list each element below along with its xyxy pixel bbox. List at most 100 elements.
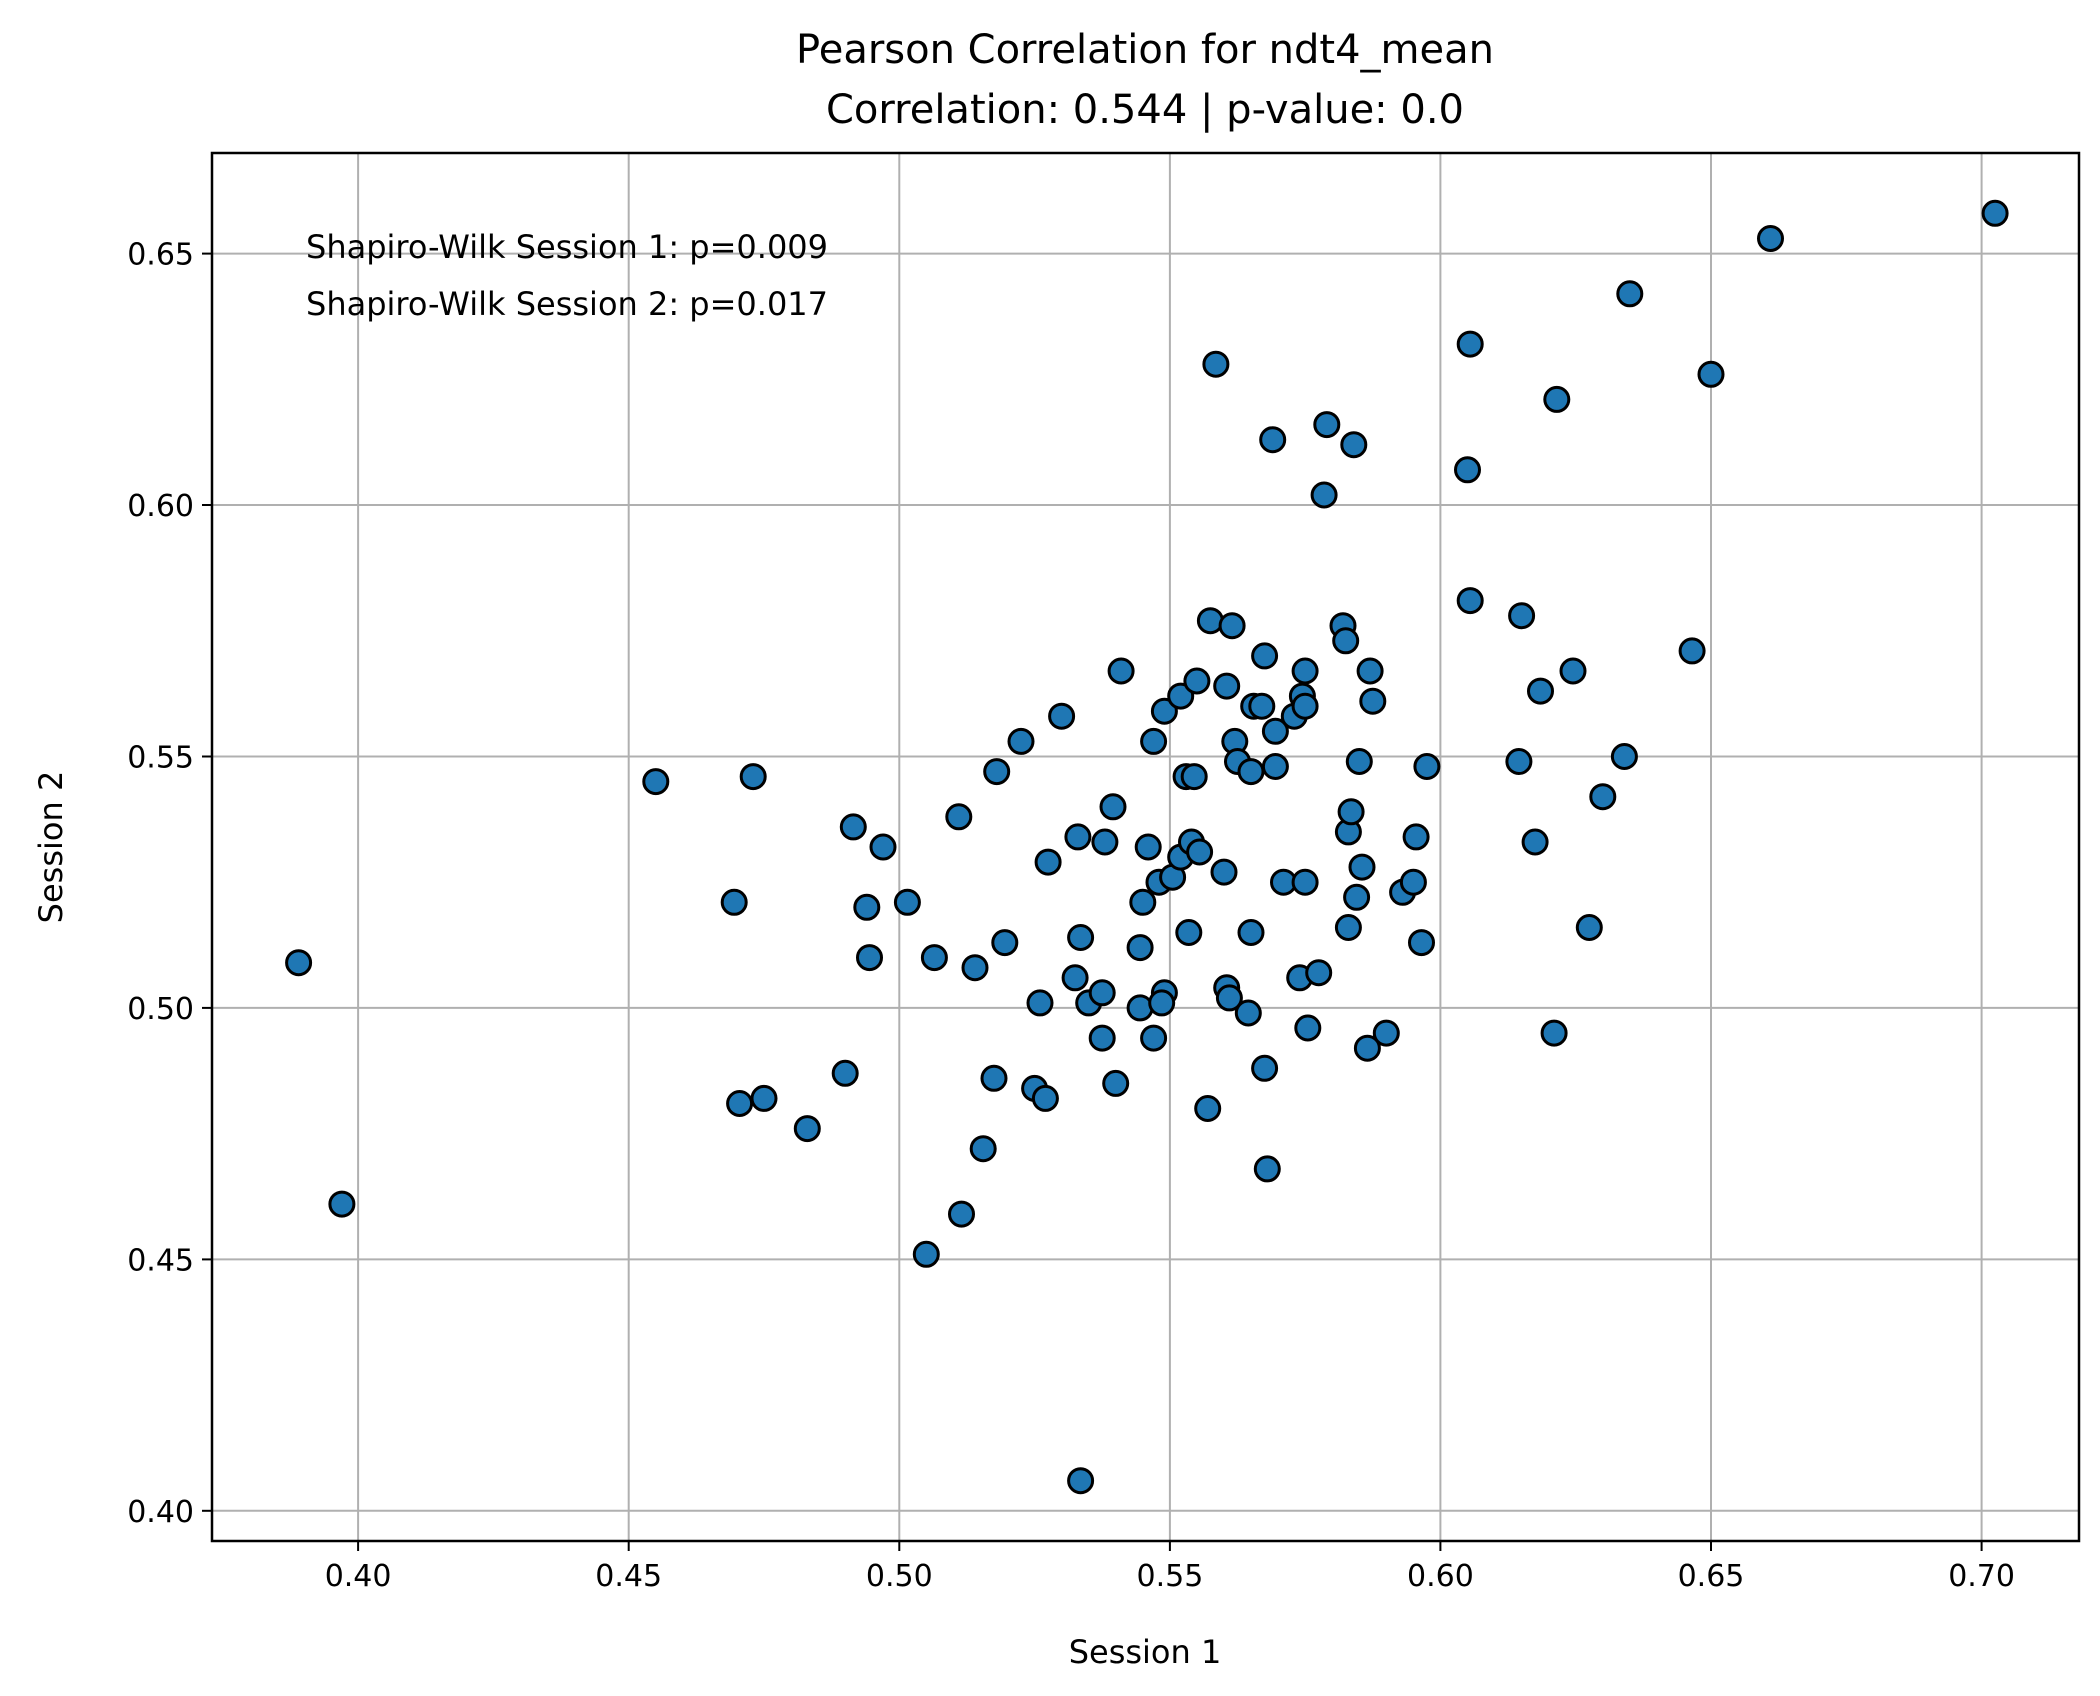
scatter-point — [1353, 1034, 1381, 1062]
scatter-point — [1064, 823, 1092, 851]
scatter-point — [1175, 919, 1203, 946]
scatter-point — [1294, 1014, 1322, 1042]
scatter-point — [1048, 702, 1076, 730]
x-tick-label: 0.55 — [1137, 1559, 1204, 1594]
scatter-point — [793, 1115, 821, 1143]
scatter-point — [980, 1064, 1008, 1092]
scatter-point — [285, 949, 313, 977]
scatter-point — [1031, 1084, 1059, 1112]
scatter-point — [1337, 798, 1365, 826]
scatter-point — [1067, 924, 1095, 951]
x-tick-label: 0.50 — [866, 1559, 933, 1594]
scatter-point — [1343, 883, 1371, 911]
scatter-point — [1234, 999, 1262, 1027]
y-tick-label: 0.40 — [127, 1495, 194, 1530]
shapiro-wilk-session-1-annotation: Shapiro-Wilk Session 1: p=0.009 — [306, 228, 828, 266]
scatter-point — [1372, 1019, 1400, 1047]
scatter-point — [893, 888, 921, 916]
scatter-point — [1186, 838, 1214, 866]
scatter-point — [1291, 692, 1319, 720]
scatter-point — [1456, 587, 1484, 615]
scatter-point — [1413, 753, 1441, 780]
scatter-point — [726, 1090, 754, 1117]
scatter-point — [1088, 979, 1116, 1007]
scatter-point — [1140, 1024, 1168, 1052]
scatter-point — [1408, 929, 1435, 957]
scatter-point — [1291, 657, 1319, 685]
y-tick-label: 0.55 — [127, 741, 194, 776]
scatter-point — [1399, 868, 1427, 896]
scatter-point — [739, 763, 767, 791]
scatter-point — [1026, 989, 1054, 1017]
x-tick-label: 0.65 — [1678, 1559, 1745, 1594]
y-tick-label: 0.45 — [127, 1243, 194, 1278]
scatter-point — [1543, 385, 1571, 413]
scatter-point — [1261, 753, 1289, 780]
scatter-point — [1521, 828, 1549, 856]
scatter-point — [983, 758, 1011, 786]
scatter-point — [1757, 225, 1784, 252]
plot-area-frame — [210, 151, 2081, 1543]
scatter-point — [1505, 748, 1533, 775]
scatter-point — [1102, 1069, 1130, 1097]
scatter-point — [1034, 848, 1062, 876]
scatter-point — [1251, 642, 1279, 670]
scatter-point — [920, 944, 948, 972]
scatter-point — [1140, 727, 1168, 755]
scatter-point — [1348, 853, 1376, 881]
scatter-point — [1981, 199, 2009, 227]
scatter-point — [1088, 1024, 1116, 1052]
scatter-point — [1540, 1019, 1568, 1047]
x-tick-label: 0.40 — [325, 1559, 392, 1594]
shapiro-wilk-session-2-annotation: Shapiro-Wilk Session 2: p=0.017 — [306, 285, 828, 323]
scatter-point — [1527, 677, 1554, 705]
scatter-point — [969, 1135, 997, 1163]
scatter-point — [1061, 964, 1089, 992]
scatter-point — [1251, 1054, 1279, 1082]
scatter-point — [945, 803, 973, 831]
scatter-point — [1194, 1095, 1222, 1122]
scatter-point — [912, 1240, 940, 1268]
scatter-point — [750, 1084, 778, 1112]
scatter-point — [1359, 687, 1387, 715]
scatter-point — [1150, 697, 1178, 725]
scatter-point — [1248, 692, 1276, 720]
scatter-point — [1007, 727, 1035, 755]
scatter-point — [1575, 914, 1603, 941]
scatter-point — [961, 954, 989, 982]
scatter-point — [839, 813, 867, 841]
scatter-point — [1697, 360, 1725, 388]
scatter-point — [1126, 994, 1154, 1022]
scatter-point — [1196, 607, 1224, 635]
scatter-point — [1291, 868, 1319, 896]
scatter-point — [1213, 672, 1241, 700]
scatter-point — [991, 929, 1019, 957]
scatter-point — [1237, 758, 1265, 786]
scatter-point — [1345, 748, 1373, 775]
scatter-point — [1180, 763, 1208, 791]
x-tick-label: 0.45 — [595, 1559, 662, 1594]
y-axis-label: Session 2 — [32, 771, 70, 924]
y-tick-label: 0.50 — [127, 992, 194, 1027]
scatter-point — [1616, 280, 1644, 308]
axis-ticks: 0.40 0.45 0.50 0.55 0.60 0.65 0.70 0.40 0.45 0.50… — [127, 238, 2015, 1594]
scatter-point — [720, 888, 748, 916]
y-tick-label: 0.65 — [127, 238, 194, 273]
scatter-point — [1215, 984, 1243, 1012]
scatter-point — [869, 833, 897, 861]
scatter-point — [1259, 426, 1287, 454]
scatter-point — [853, 893, 881, 921]
scatter-point — [1210, 858, 1238, 886]
scatter-point — [1218, 612, 1246, 640]
scatter-point — [1129, 888, 1157, 916]
scatter-point — [1237, 919, 1265, 946]
scatter-point — [1099, 793, 1127, 821]
scatter-point — [1402, 823, 1430, 851]
scatter-point — [831, 1059, 859, 1087]
scatter-point — [1148, 989, 1176, 1017]
scatter-point — [1334, 914, 1362, 941]
scatter-point — [1610, 743, 1638, 770]
x-axis-label: Session 1 — [1069, 1633, 1222, 1671]
